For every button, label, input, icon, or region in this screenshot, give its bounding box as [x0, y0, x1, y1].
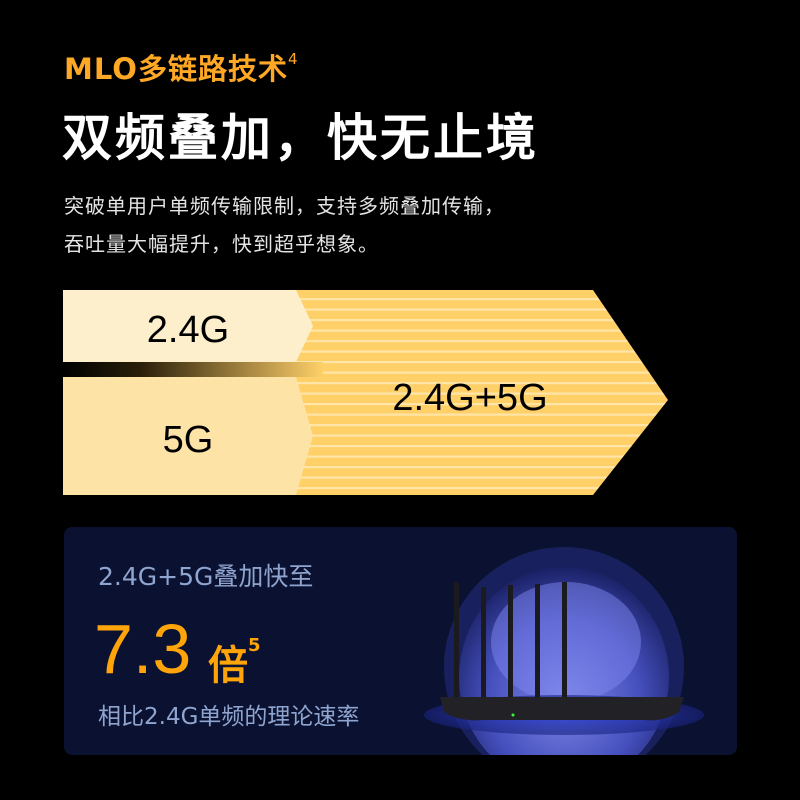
page-title: 双频叠加，快无止境	[62, 109, 539, 167]
unit-text: 倍	[208, 643, 248, 689]
band1-block	[63, 290, 313, 362]
speed-multiplier: 7.3	[94, 610, 192, 688]
band2-block	[63, 377, 313, 495]
description-line-1: 突破单用户单频传输限制，支持多频叠加传输，	[64, 194, 505, 218]
combined-arrow	[290, 290, 668, 495]
tag-text: MLO多链路技术	[64, 52, 288, 86]
card-caption: 相比2.4G单频的理论速率	[98, 704, 360, 730]
description-line-2: 吞吐量大幅提升，快到超乎想象。	[64, 232, 379, 256]
router-image	[424, 547, 704, 755]
multiplier-unit: 倍5	[208, 633, 261, 691]
band-aggregation-diagram: 2.4G 5G 2.4G+5G	[63, 290, 668, 495]
footnote-marker: 4	[287, 50, 299, 68]
speed-card: 2.4G+5G叠加快至 7.3 倍5 相比2.4G单频的理论速率	[64, 527, 737, 755]
router-body	[440, 697, 684, 721]
footnote-marker: 5	[248, 635, 261, 656]
card-headline: 2.4G+5G叠加快至	[98, 562, 314, 591]
router-antennas	[454, 582, 567, 697]
combined-label: 2.4G+5G	[392, 377, 547, 419]
band1-label: 2.4G	[147, 309, 229, 351]
band2-label: 5G	[163, 419, 214, 461]
gap-bar	[63, 362, 323, 377]
feature-tag: MLO多链路技术4	[64, 46, 299, 88]
